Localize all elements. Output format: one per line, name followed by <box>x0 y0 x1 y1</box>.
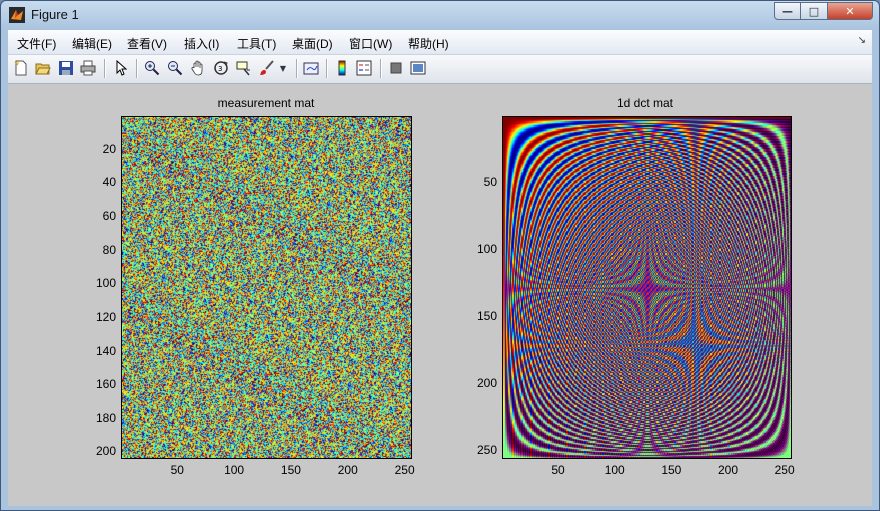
close-button[interactable]: ✕ <box>828 2 873 20</box>
data-cursor-icon[interactable] <box>234 58 254 78</box>
zoom-out-icon[interactable] <box>165 58 185 78</box>
y-tick-label: 250 <box>476 443 497 458</box>
y-tick-label: 150 <box>476 309 497 324</box>
show-plot-tools-icon[interactable] <box>408 58 428 78</box>
minimize-button[interactable]: — <box>774 2 801 20</box>
x-tick-label: 200 <box>337 463 358 477</box>
menu-file[interactable]: 文件(F) <box>17 37 57 51</box>
save-icon[interactable] <box>56 58 76 78</box>
matlab-icon <box>9 7 25 23</box>
y-tick-label: 100 <box>95 276 116 291</box>
rotate-3d-icon[interactable]: 3 <box>211 58 231 78</box>
new-figure-icon[interactable] <box>11 58 31 78</box>
toolbar-separator <box>296 59 298 78</box>
axes2-title: 1d dct mat <box>616 96 674 110</box>
svg-text:3: 3 <box>218 65 222 73</box>
y-tick-label: 160 <box>95 377 116 392</box>
figure-toolbar: 3 ▼ <box>8 55 872 84</box>
hide-plot-tools-icon[interactable] <box>386 58 406 78</box>
x-tick-label: 250 <box>394 463 415 477</box>
print-icon[interactable] <box>78 58 98 78</box>
pan-hand-icon[interactable] <box>188 58 208 78</box>
menu-help[interactable]: 帮助(H) <box>408 37 449 51</box>
figure-client: 文件(F) 编辑(E) 查看(V) 插入(I) 工具(T) 桌面(D) 窗口(W… <box>8 30 872 506</box>
x-tick-label: 150 <box>280 463 301 477</box>
toolbar-separator <box>104 59 106 78</box>
menu-edit[interactable]: 编辑(E) <box>72 37 112 51</box>
title-bar[interactable]: Figure 1 — □ ✕ <box>1 1 879 29</box>
y-tick-label: 140 <box>95 343 116 358</box>
brush-dropdown-icon[interactable]: ▼ <box>279 63 287 73</box>
open-file-icon[interactable] <box>33 58 53 78</box>
y-tick-label: 60 <box>102 209 116 224</box>
y-tick-label: 40 <box>102 175 116 190</box>
y-tick-label: 80 <box>102 242 116 257</box>
measurement-matrix-image <box>122 117 411 458</box>
x-tick-label: 200 <box>717 463 738 477</box>
menu-insert[interactable]: 插入(I) <box>184 37 220 51</box>
axes1-title: measurement mat <box>217 96 315 110</box>
figure-canvas[interactable]: measurement mat 20 40 60 80 100 120 140 160 180 2… <box>8 84 872 506</box>
colorbar-icon[interactable] <box>332 58 352 78</box>
y-tick-label: 20 <box>102 141 116 156</box>
axes1-plot[interactable] <box>121 116 412 459</box>
menu-bar: 文件(F) 编辑(E) 查看(V) 插入(I) 工具(T) 桌面(D) 窗口(W… <box>8 30 872 55</box>
x-tick-label: 100 <box>224 463 245 477</box>
maximize-button[interactable]: □ <box>801 2 828 20</box>
x-tick-label: 150 <box>661 463 682 477</box>
y-tick-label: 200 <box>476 376 497 391</box>
x-tick-label: 50 <box>551 463 565 477</box>
toolbar-separator <box>380 59 382 78</box>
legend-icon[interactable] <box>354 58 374 78</box>
y-tick-label: 200 <box>95 444 116 459</box>
x-tick-label: 50 <box>170 463 184 477</box>
y-tick-label: 180 <box>95 410 116 425</box>
link-plot-icon[interactable] <box>301 58 321 78</box>
close-icon: ✕ <box>845 4 855 18</box>
x-tick-label: 100 <box>604 463 625 477</box>
toolbar-separator <box>136 59 138 78</box>
menu-window[interactable]: 窗口(W) <box>349 37 393 51</box>
minimize-icon: — <box>782 4 793 18</box>
brush-icon[interactable] <box>257 58 277 78</box>
window-title: Figure 1 <box>31 7 79 22</box>
pointer-icon[interactable] <box>111 58 131 78</box>
menu-desktop[interactable]: 桌面(D) <box>292 37 333 51</box>
y-tick-label: 50 <box>483 175 497 190</box>
menubar-overflow-icon[interactable]: ↘ <box>857 35 866 46</box>
y-tick-label: 100 <box>476 242 497 257</box>
maximize-icon: □ <box>808 4 820 18</box>
axes2-plot[interactable] <box>502 116 792 459</box>
menu-view[interactable]: 查看(V) <box>127 37 167 51</box>
zoom-in-icon[interactable] <box>142 58 162 78</box>
toolbar-separator <box>326 59 328 78</box>
y-tick-label: 120 <box>95 309 116 324</box>
menu-tools[interactable]: 工具(T) <box>237 37 277 51</box>
dct-matrix-image <box>503 117 791 458</box>
x-tick-label: 250 <box>774 463 795 477</box>
